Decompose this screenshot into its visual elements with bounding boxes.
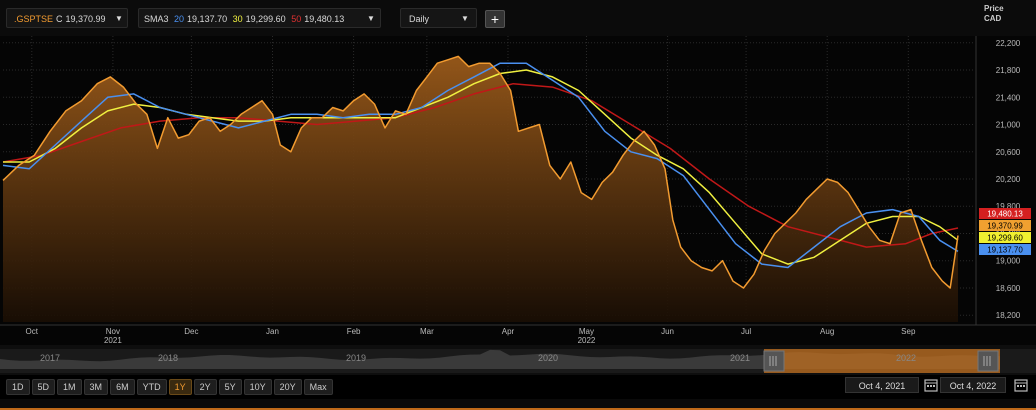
y-tick-label: 19,800 <box>996 202 1021 211</box>
navigator-handle-right <box>977 350 999 372</box>
range-button-ytd[interactable]: YTD <box>136 379 167 395</box>
range-button-1d[interactable]: 1D <box>6 379 30 395</box>
chevron-down-icon[interactable]: ▼ <box>115 14 123 23</box>
chevron-down-icon[interactable]: ▼ <box>461 14 469 23</box>
navigator-overview[interactable]: 2017 2018 2019 2020 2021 2022 <box>0 345 1036 375</box>
x-tick-label: Apr <box>502 327 515 336</box>
interval-selector[interactable]: Daily ▼ <box>400 8 477 28</box>
range-button-5d[interactable]: 5D <box>31 379 56 395</box>
x-tick-year-label: 2021 <box>104 336 122 345</box>
last-value-tag <box>979 208 1031 219</box>
y-tick-label: 21,800 <box>996 66 1021 75</box>
x-tick-label: May <box>579 327 594 336</box>
series-line-sma-20 <box>2 62 959 269</box>
x-tick-label: Oct <box>26 327 39 336</box>
price-axis-header: Price CAD <box>984 4 1004 24</box>
ticker-label: .GSPTSE <box>14 14 54 24</box>
series-area-gsptse <box>3 56 958 323</box>
x-tick-label: Feb <box>347 327 361 336</box>
sma-20-value: 19,137.70 <box>187 14 228 24</box>
x-tick-year-label: 2022 <box>578 336 596 345</box>
instrument-selector[interactable]: .GSPTSE C 19,370.99 ▼ <box>6 8 128 28</box>
sma-50-value: 19,480.13 <box>304 14 345 24</box>
range-button-group: 1D 5D 1M 3M 6M YTD 1Y 2Y 5Y 10Y 20Y Max <box>6 377 335 395</box>
range-button-10y[interactable]: 10Y <box>243 379 272 395</box>
add-indicator-button[interactable]: + <box>485 10 505 28</box>
navigator-year-label: 2019 <box>346 353 366 363</box>
series-line-gsptse <box>2 55 959 289</box>
last-value-tag <box>979 244 1031 255</box>
sma-selector[interactable]: SMA3 20 19,137.70 30 19,299.60 50 19,480.13… <box>138 8 381 28</box>
y-tick-label: 21,000 <box>996 121 1021 130</box>
accent-bar <box>0 408 1036 410</box>
y-tick-label: 20,200 <box>996 175 1021 184</box>
navigator-selection <box>764 349 1000 373</box>
x-tick-label: Mar <box>420 327 434 336</box>
y-tick-label: 20,600 <box>996 148 1021 157</box>
chart-toolbar: .GSPTSE C 19,370.99 ▼ SMA3 20 19,137.70 30 1… <box>0 0 1036 36</box>
calendar-icon[interactable] <box>1014 378 1028 392</box>
y-tick-label: 18,600 <box>996 284 1021 293</box>
sma-20-period: 20 <box>174 14 185 24</box>
navigator-year-label: 2020 <box>538 353 558 363</box>
range-button-6m[interactable]: 6M <box>110 379 135 395</box>
navigator-year-label: 2021 <box>730 353 750 363</box>
last-value-tag-label: 19,137.70 <box>987 246 1023 255</box>
sma-50-period: 50 <box>291 14 302 24</box>
sma-30-period: 30 <box>232 14 243 24</box>
last-value-tag <box>979 232 1031 243</box>
x-tick-label: Nov <box>106 327 120 336</box>
navigator-year-label: 2018 <box>158 353 178 363</box>
y-tick-label: 22,200 <box>996 39 1021 48</box>
range-button-1y[interactable]: 1Y <box>168 379 192 395</box>
close-value: 19,370.99 <box>65 14 106 24</box>
sma-30-value: 19,299.60 <box>245 14 286 24</box>
chevron-down-icon[interactable]: ▼ <box>367 14 375 23</box>
range-button-3m[interactable]: 3M <box>83 379 109 395</box>
sma-label: SMA3 <box>144 14 169 24</box>
x-tick-label: Dec <box>184 327 198 336</box>
interval-label: Daily <box>409 14 430 24</box>
price-axis-currency: CAD <box>984 14 1002 23</box>
x-tick-label: Aug <box>820 327 834 336</box>
date-from-field[interactable]: Oct 4, 2021 <box>845 377 919 393</box>
navigator-year-label: 2017 <box>40 353 60 363</box>
range-button-2y[interactable]: 2Y <box>193 379 217 395</box>
y-tick-label: 18,200 <box>996 311 1021 320</box>
last-value-tag-label: 19,299.60 <box>987 234 1023 243</box>
date-to-field[interactable]: Oct 4, 2022 <box>940 377 1006 393</box>
price-chart[interactable]: 18,20018,60019,00019,40019,80020,20020,6… <box>0 0 1036 345</box>
x-tick-label: Sep <box>901 327 916 336</box>
last-value-tag-label: 19,480.13 <box>987 210 1023 219</box>
y-tick-label: 21,400 <box>996 93 1021 102</box>
navigator-handle-left <box>763 350 785 372</box>
range-button-5y[interactable]: 5Y <box>218 379 242 395</box>
navigator-history-area <box>0 349 1000 369</box>
calendar-icon[interactable] <box>924 378 938 392</box>
price-axis-title: Price <box>984 4 1004 13</box>
range-button-20y[interactable]: 20Y <box>273 379 302 395</box>
close-label: C <box>56 14 63 24</box>
range-button-1m[interactable]: 1M <box>57 379 82 395</box>
last-value-tag-label: 19,370.99 <box>987 222 1023 231</box>
status-strip <box>0 399 1036 410</box>
time-navigator[interactable]: 2017 2018 2019 2020 2021 2022 <box>0 345 1036 375</box>
x-tick-label: Jun <box>661 327 674 336</box>
navigator-year-label: 2022 <box>896 353 916 363</box>
last-value-tag <box>979 220 1031 231</box>
x-tick-label: Jan <box>266 327 279 336</box>
range-button-max[interactable]: Max <box>303 379 333 395</box>
x-tick-label: Jul <box>741 327 751 336</box>
y-tick-label: 19,000 <box>996 257 1021 266</box>
